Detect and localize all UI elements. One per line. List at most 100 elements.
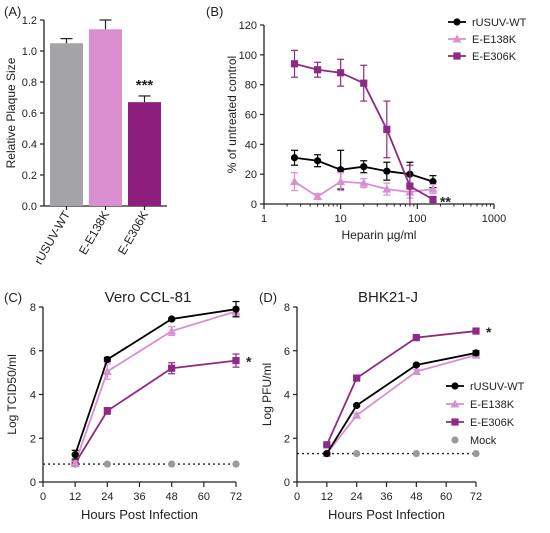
y-tick-label: 120	[239, 20, 257, 32]
panel-label: (B)	[206, 4, 223, 19]
data-point	[412, 361, 420, 369]
panel-a: (A) 0.0 0.2 0.4 0.6 0.8 1.0 1.2 Relative Plaque …	[4, 4, 167, 267]
chart-title: Vero CCL-81	[105, 289, 192, 306]
y-tick-label: 8	[284, 302, 290, 314]
y-tick-label: 0	[284, 477, 290, 489]
legend-marker	[451, 418, 459, 426]
x-tick-label: 1000	[482, 213, 506, 225]
x-axis-title: Heparin µg/ml	[342, 228, 417, 242]
panel-label: (C)	[4, 290, 22, 305]
legend-label: rUSUV-WT	[470, 381, 525, 393]
data-point	[353, 401, 361, 410]
data-point	[168, 364, 176, 372]
y-tick-label: 20	[245, 169, 257, 181]
y-tick-label: 0.6	[22, 108, 37, 120]
legend-label: Mock	[470, 435, 497, 447]
y-tick-label: 6	[284, 346, 290, 358]
x-tick-label: 10	[335, 213, 347, 225]
data-point	[360, 79, 368, 87]
series-line	[74, 310, 237, 464]
series-line	[326, 330, 477, 446]
bar	[128, 102, 161, 206]
x-tick-label: 48	[410, 491, 422, 503]
y-tick-label: 2	[30, 433, 36, 445]
y-axis-title: Log PFU/ml	[260, 363, 274, 426]
data-point	[103, 460, 111, 468]
x-tick-label: 72	[230, 491, 242, 503]
y-tick-label: 4	[284, 390, 290, 402]
data-point	[102, 367, 112, 376]
y-axis-title: Log TCID50/ml	[5, 354, 19, 434]
y-tick-label: 60	[245, 110, 257, 122]
y-tick-label: 1.2	[22, 15, 37, 27]
x-tick-label: 48	[166, 491, 178, 503]
x-tick-label: 60	[198, 491, 210, 503]
y-tick-label: 80	[245, 80, 257, 92]
x-tick-label: 60	[440, 491, 452, 503]
data-point	[168, 460, 176, 468]
legend-label: E-E306K	[472, 51, 517, 63]
data-point	[359, 178, 369, 187]
legend-label: E-E138K	[470, 399, 515, 411]
data-point	[429, 178, 437, 186]
legend-label: rUSUV-WT	[472, 17, 527, 29]
data-point	[71, 451, 79, 459]
y-tick-label: 0.2	[22, 170, 37, 182]
y-tick-label: 0	[251, 199, 257, 211]
data-point	[383, 167, 391, 175]
y-axis-title: Relative Plaque Size	[4, 57, 18, 168]
y-tick-label: 0	[30, 477, 36, 489]
data-point	[337, 166, 345, 174]
y-tick-label: 100	[239, 50, 257, 62]
x-axis-title: Hours Post Infection	[81, 507, 198, 522]
legend-label: E-E306K	[470, 417, 515, 429]
y-tick-label: 0.4	[22, 139, 37, 151]
legend-marker	[453, 52, 461, 60]
data-point	[429, 195, 437, 204]
x-tick-label: 72	[470, 491, 482, 503]
data-point	[70, 458, 80, 467]
data-point	[353, 449, 361, 458]
data-point	[412, 449, 420, 458]
data-point	[472, 349, 480, 357]
legend-marker	[450, 399, 460, 408]
data-point	[290, 154, 299, 162]
panel-label: (D)	[259, 290, 277, 305]
data-point	[472, 327, 480, 335]
y-tick-label: 0.0	[22, 201, 37, 213]
x-tick-label: 1	[261, 213, 267, 225]
data-point	[290, 177, 300, 186]
y-tick-label: 40	[245, 139, 257, 151]
data-point	[412, 334, 420, 342]
significance-label: ***	[136, 77, 154, 94]
x-axis-title: Hours Post Infection	[328, 507, 445, 522]
data-point	[353, 374, 361, 382]
x-tick-label: 12	[69, 491, 81, 503]
y-axis-title: % of untreated control	[225, 56, 239, 173]
data-point	[406, 182, 414, 190]
x-tick-label: E-E306K	[115, 209, 151, 258]
data-point	[382, 184, 392, 193]
data-point	[360, 163, 368, 171]
significance-label: **	[440, 194, 451, 210]
data-point	[323, 441, 331, 449]
data-point	[313, 157, 322, 165]
x-tick-label: 24	[351, 491, 363, 503]
data-point	[103, 355, 111, 364]
data-point	[337, 69, 345, 77]
significance-label: *	[246, 354, 252, 370]
data-point	[232, 356, 240, 365]
data-point	[411, 367, 421, 376]
y-tick-label: 1.0	[22, 46, 37, 58]
data-point	[383, 125, 391, 134]
y-tick-label: 0.8	[22, 77, 37, 89]
y-tick-label: 4	[30, 390, 36, 402]
data-point	[167, 326, 177, 335]
legend-marker	[451, 382, 459, 390]
x-tick-label: 100	[408, 213, 426, 225]
data-point	[168, 315, 176, 323]
data-point	[336, 177, 346, 186]
